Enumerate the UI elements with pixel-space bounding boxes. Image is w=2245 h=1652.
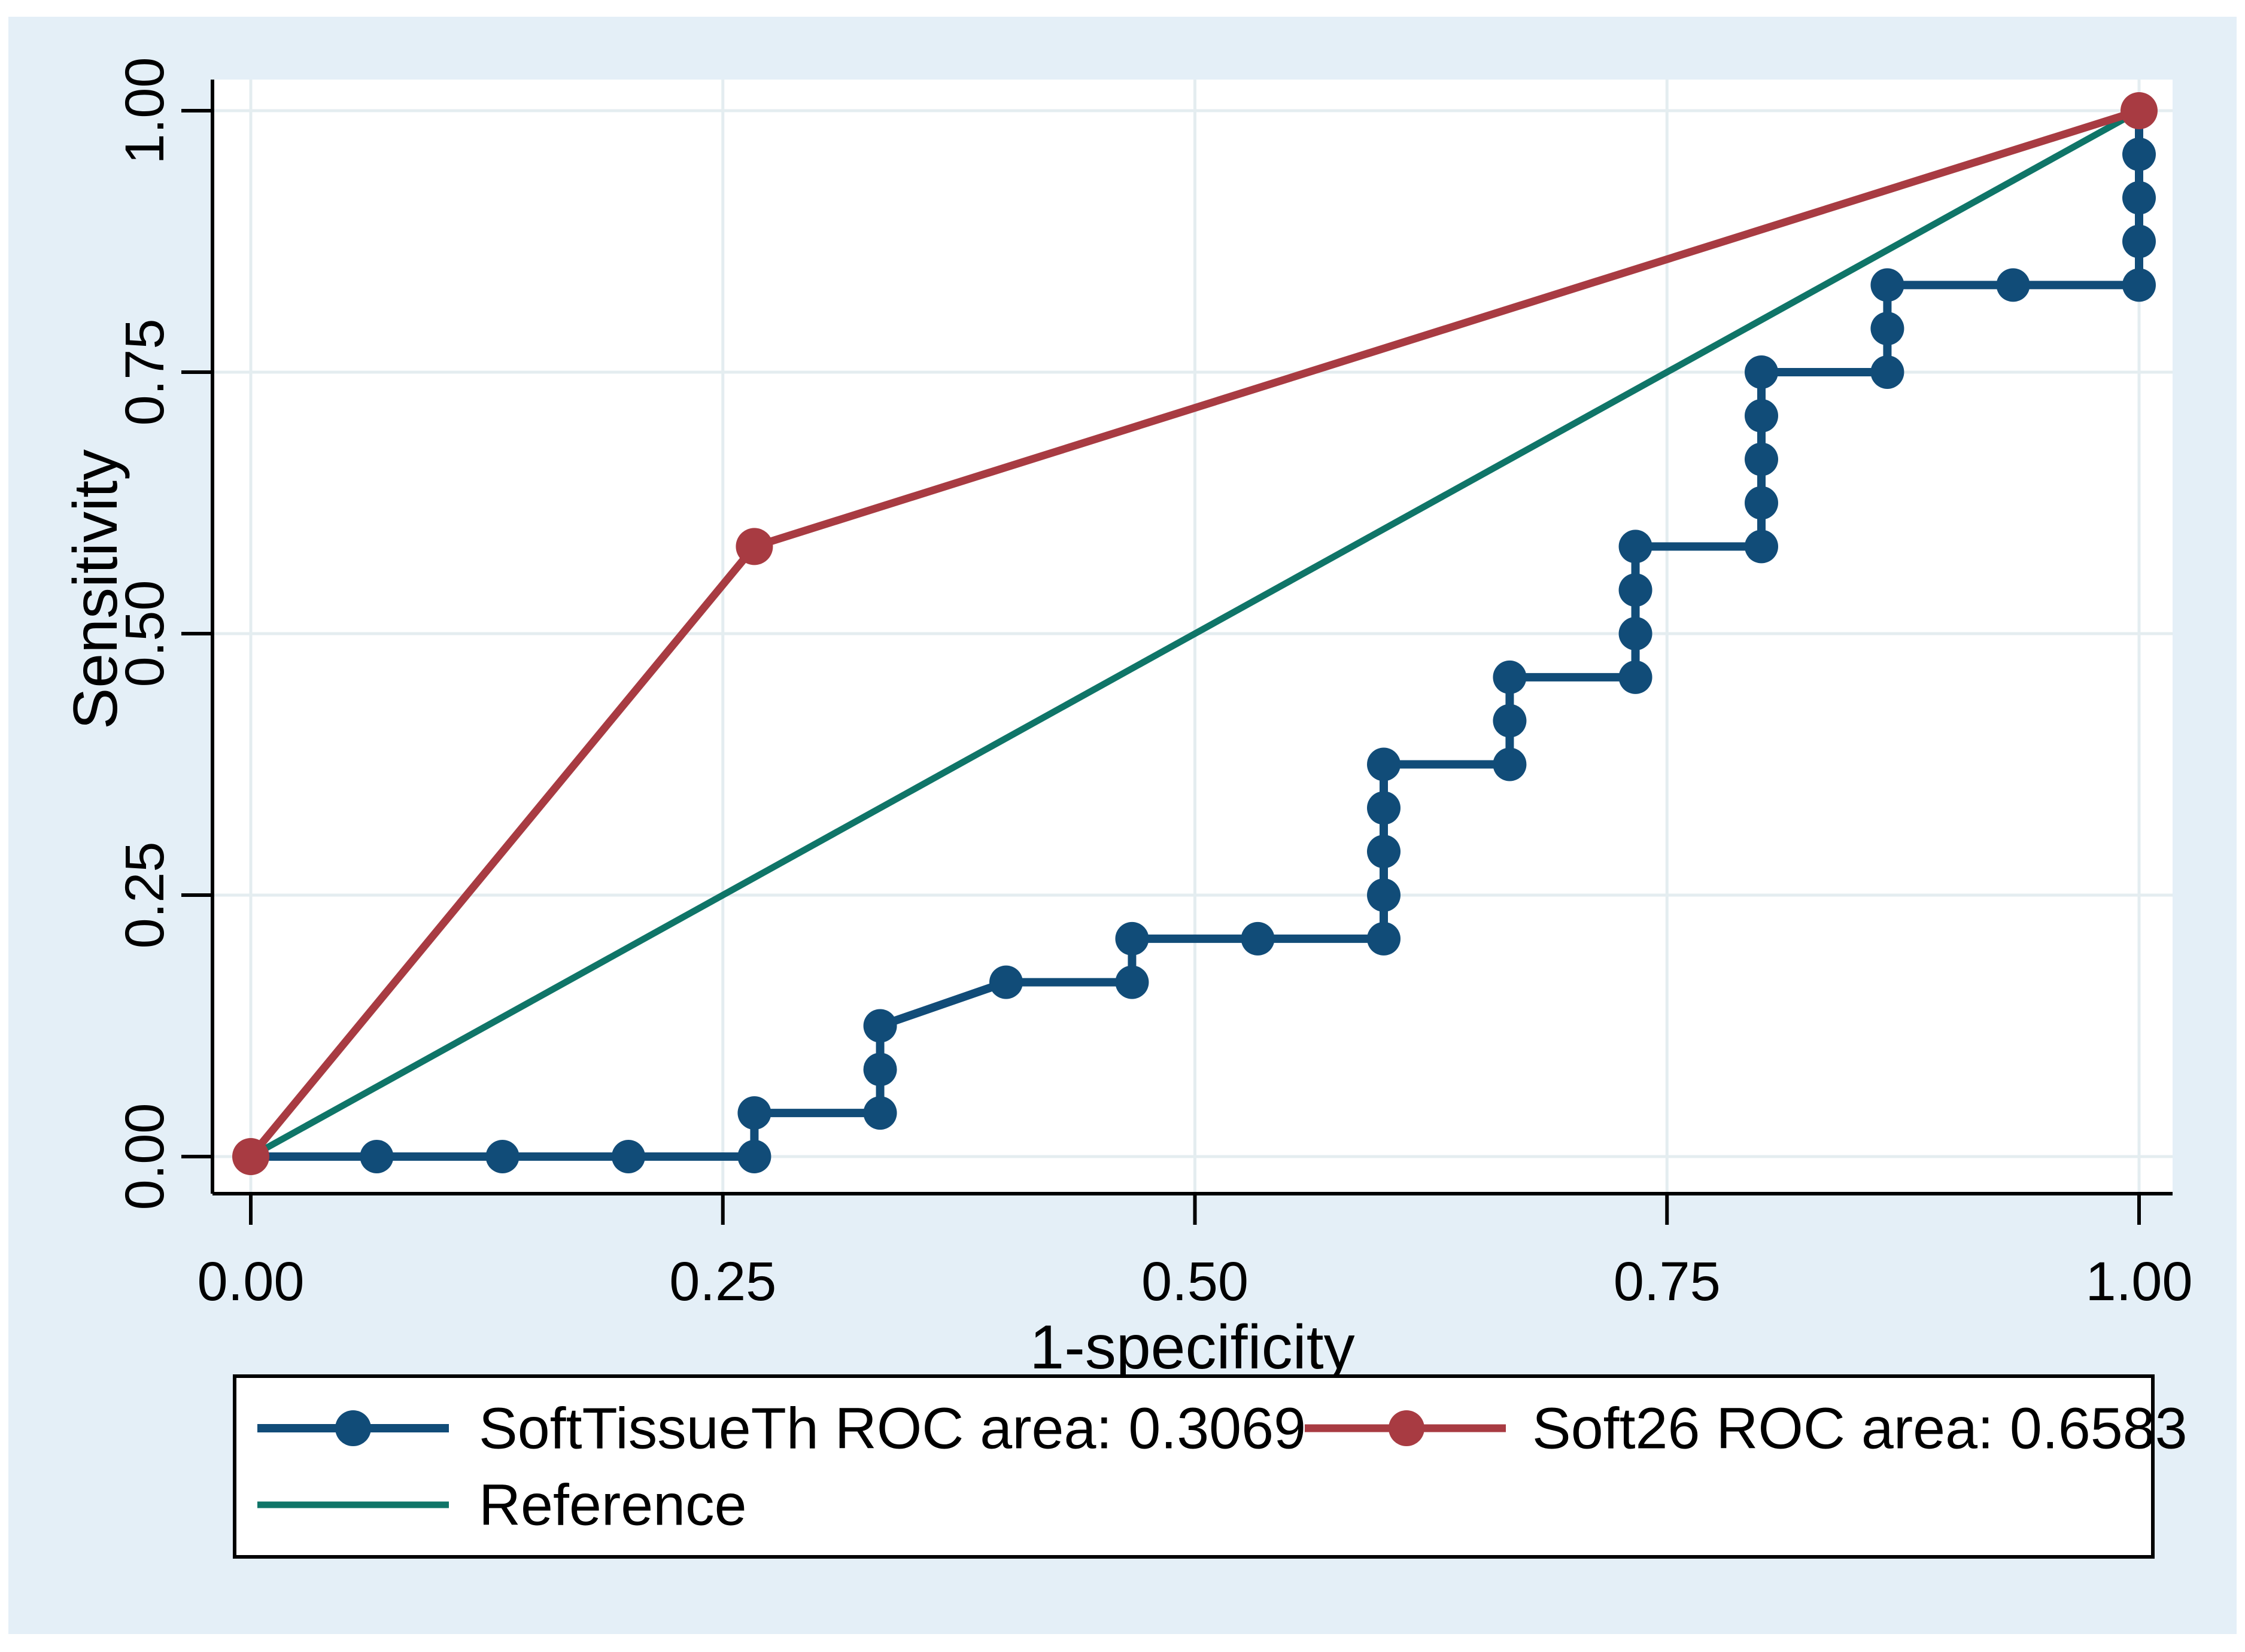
x-tick-label: 0.75 <box>1614 1251 1721 1312</box>
softtissueth-data-point <box>1745 530 1778 564</box>
x-axis-title: 1-specificity <box>1029 1313 1354 1382</box>
softtissueth-data-point <box>360 1140 394 1173</box>
soft26-data-point <box>736 528 773 565</box>
y-tick-label: 0.25 <box>114 841 175 948</box>
soft26-data-point <box>232 1138 269 1175</box>
softtissueth-data-point <box>2122 181 2156 215</box>
softtissueth-data-point <box>2122 137 2156 171</box>
softtissueth-data-point <box>1618 617 1652 650</box>
softtissueth-data-point <box>1493 747 1527 781</box>
softtissueth-data-point <box>1493 704 1527 738</box>
softtissueth-data-point <box>1618 573 1652 607</box>
legend-softtissueth-marker <box>335 1410 371 1446</box>
softtissueth-data-point <box>2122 224 2156 258</box>
softtissueth-data-point <box>863 1096 897 1130</box>
softtissueth-data-point <box>1367 835 1401 869</box>
y-tick-label: 1.00 <box>114 57 175 164</box>
softtissueth-data-point <box>1367 878 1401 912</box>
legend-label-reference: Reference <box>479 1472 747 1538</box>
softtissueth-data-point <box>485 1140 520 1173</box>
legend-label-soft26: Soft26 ROC area: 0.6583 <box>1532 1396 2188 1461</box>
softtissueth-data-point <box>612 1140 645 1173</box>
softtissueth-data-point <box>863 1052 897 1087</box>
legend-box <box>233 1374 2155 1559</box>
softtissueth-data-point <box>737 1140 771 1173</box>
softtissueth-data-point <box>1367 747 1401 781</box>
y-tick-label: 0.00 <box>114 1103 175 1210</box>
x-tick-label: 0.00 <box>197 1251 304 1312</box>
softtissueth-data-point <box>989 965 1023 999</box>
softtissueth-data-point <box>1241 921 1275 956</box>
softtissueth-data-point <box>1870 268 1904 302</box>
x-tick-label: 0.50 <box>1141 1251 1248 1312</box>
softtissueth-data-point <box>1115 965 1149 999</box>
x-tick-label: 1.00 <box>2085 1251 2192 1312</box>
legend-soft26-marker <box>1389 1410 1424 1446</box>
softtissueth-data-point <box>1996 268 2030 302</box>
softtissueth-data-point <box>1870 355 1904 389</box>
legend-label-softtissueth: SoftTissueTh ROC area: 0.3069 <box>479 1396 1306 1461</box>
softtissueth-data-point <box>1115 921 1149 956</box>
axis-label-layer: 0.00 0.25 0.50 0.75 1.00 0.00 0.25 0.50 0.75 1.00… <box>61 57 2193 1382</box>
series-layer <box>232 92 2158 1175</box>
softtissueth-data-point <box>863 1009 897 1043</box>
reference-line <box>249 108 2141 1160</box>
y-tick-label: 0.50 <box>114 580 175 687</box>
softtissueth-data-point <box>1745 486 1778 520</box>
legend-layer: SoftTissueTh ROC area: 0.3069 Soft26 ROC … <box>233 1374 2188 1559</box>
softtissueth-data-point <box>1870 312 1904 346</box>
softtissueth-data-point <box>1745 398 1778 433</box>
softtissueth-data-point <box>1493 660 1527 694</box>
x-tick-label: 0.25 <box>669 1251 776 1312</box>
softtissueth-data-point <box>2122 268 2156 302</box>
y-tick-label: 0.75 <box>114 318 175 425</box>
softtissueth-data-point <box>737 1096 771 1130</box>
softtissueth-data-point <box>1618 530 1652 564</box>
softtissueth-data-point <box>1745 442 1778 476</box>
softtissueth-data-point <box>1367 791 1401 825</box>
softtissueth-data-point <box>1367 921 1401 956</box>
soft26-data-point <box>2121 92 2158 129</box>
axis-layer <box>181 80 2173 1225</box>
y-axis-title: Sensitivity <box>61 449 130 729</box>
softtissueth-data-point <box>1745 355 1778 389</box>
softtissueth-data-point <box>1618 660 1652 694</box>
